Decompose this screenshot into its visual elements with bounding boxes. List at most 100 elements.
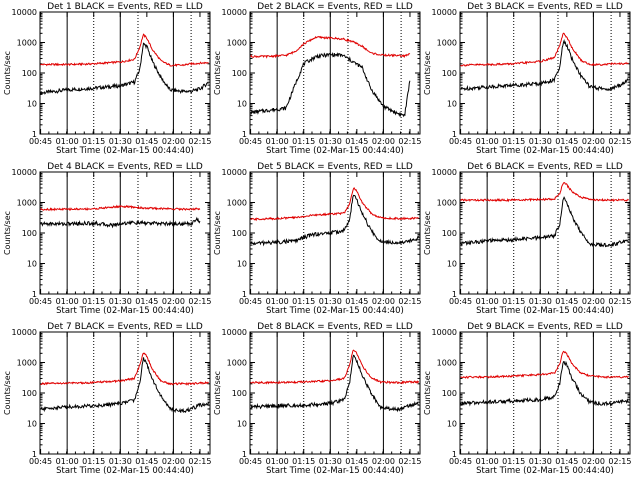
y-axis-label: Counts/sec xyxy=(213,51,222,95)
y-tick-label: 10000 xyxy=(432,8,457,17)
x-tick-label: 01:45 xyxy=(345,457,368,466)
lld-series-line xyxy=(250,186,419,222)
x-tick-label: 01:00 xyxy=(266,297,289,306)
x-tick-label: 02:00 xyxy=(372,137,395,146)
y-tick-label: 10 xyxy=(237,420,247,429)
x-tick-label: 01:00 xyxy=(266,137,289,146)
y-tick-label: 1000 xyxy=(227,199,247,208)
x-tick-label: 02:15 xyxy=(398,137,421,146)
x-tick-label: 01:00 xyxy=(476,297,499,306)
x-axis-label: Start Time (02-Mar-15 00:44:40) xyxy=(476,306,614,316)
y-tick-label: 10 xyxy=(27,420,37,429)
x-tick-label: 01:45 xyxy=(135,457,158,466)
y-tick-label: 1 xyxy=(32,130,37,139)
y-tick-label: 1 xyxy=(452,450,457,459)
y-tick-label: 10 xyxy=(27,100,37,109)
y-tick-label: 1 xyxy=(242,450,247,459)
events-series-line xyxy=(40,216,201,229)
y-tick-label: 1000 xyxy=(17,199,37,208)
x-tick-label: 01:00 xyxy=(56,137,79,146)
y-tick-label: 1000 xyxy=(227,39,247,48)
x-axis-label: Start Time (02-Mar-15 00:44:40) xyxy=(266,466,404,476)
lld-series-line xyxy=(250,349,420,385)
events-series-line xyxy=(460,360,629,407)
y-tick-label: 1 xyxy=(452,130,457,139)
lld-series-line xyxy=(40,33,209,68)
y-tick-label: 1000 xyxy=(17,359,37,368)
y-axis-label: Counts/sec xyxy=(423,211,432,255)
x-tick-label: 01:30 xyxy=(109,137,132,146)
events-series-line xyxy=(250,51,411,118)
x-tick-label: 01:00 xyxy=(476,457,499,466)
events-series-line xyxy=(460,38,629,92)
x-tick-label: 02:00 xyxy=(372,297,395,306)
x-tick-label: 01:00 xyxy=(476,137,499,146)
y-axis-label: Counts/sec xyxy=(3,51,12,95)
y-tick-label: 1000 xyxy=(437,359,457,368)
x-tick-label: 00:45 xyxy=(239,457,262,466)
x-tick-label: 01:45 xyxy=(555,137,578,146)
y-tick-label: 10 xyxy=(447,420,457,429)
x-axis-label: Start Time (02-Mar-15 00:44:40) xyxy=(56,306,194,316)
y-tick-label: 10 xyxy=(237,260,247,269)
chart-title: Det 4 BLACK = Events, RED = LLD xyxy=(47,162,203,172)
x-tick-label: 01:30 xyxy=(529,137,552,146)
chart-title: Det 5 BLACK = Events, RED = LLD xyxy=(257,162,413,172)
chart-panel-7: Det 7 BLACK = Events, RED = LLD 1 10 100 100… xyxy=(3,322,211,476)
x-tick-label: 01:45 xyxy=(135,137,158,146)
y-tick-label: 10000 xyxy=(432,328,457,337)
x-tick-label: 01:30 xyxy=(529,297,552,306)
chart-title: Det 7 BLACK = Events, RED = LLD xyxy=(47,322,203,332)
x-tick-label: 01:15 xyxy=(82,297,105,306)
x-tick-label: 02:00 xyxy=(372,457,395,466)
events-series-line xyxy=(460,196,630,248)
x-tick-label: 00:45 xyxy=(29,457,52,466)
chart-panel-5: Det 5 BLACK = Events, RED = LLD 1 10 100 100… xyxy=(213,162,421,316)
y-axis-label: Counts/sec xyxy=(423,51,432,95)
chart-panel-8: Det 8 BLACK = Events, RED = LLD 1 10 100 100… xyxy=(213,322,421,476)
chart-title: Det 8 BLACK = Events, RED = LLD xyxy=(257,322,413,332)
lld-series-line xyxy=(460,350,629,379)
x-tick-label: 02:15 xyxy=(608,297,631,306)
y-tick-label: 100 xyxy=(232,389,247,398)
x-tick-label: 00:45 xyxy=(449,297,472,306)
x-tick-label: 01:15 xyxy=(292,297,315,306)
x-tick-label: 02:15 xyxy=(398,297,421,306)
x-tick-label: 01:15 xyxy=(502,137,525,146)
y-axis-label: Counts/sec xyxy=(213,211,222,255)
y-tick-label: 10000 xyxy=(432,168,457,177)
x-tick-label: 01:45 xyxy=(555,297,578,306)
x-tick-label: 01:00 xyxy=(56,457,79,466)
x-tick-label: 01:15 xyxy=(82,137,105,146)
y-axis-label: Counts/sec xyxy=(423,371,432,415)
chart-title: Det 2 BLACK = Events, RED = LLD xyxy=(257,2,413,12)
x-tick-label: 02:15 xyxy=(188,137,211,146)
y-tick-label: 10000 xyxy=(12,328,37,337)
y-tick-label: 1000 xyxy=(437,39,457,48)
x-tick-label: 01:30 xyxy=(319,457,342,466)
x-tick-label: 02:00 xyxy=(162,137,185,146)
y-tick-label: 100 xyxy=(442,389,457,398)
x-tick-label: 01:30 xyxy=(109,457,132,466)
chart-title: Det 3 BLACK = Events, RED = LLD xyxy=(467,2,623,12)
events-series-line xyxy=(40,357,210,414)
x-axis-label: Start Time (02-Mar-15 00:44:40) xyxy=(476,466,614,476)
y-tick-label: 100 xyxy=(442,229,457,238)
x-tick-label: 01:15 xyxy=(502,457,525,466)
y-tick-label: 1000 xyxy=(17,39,37,48)
x-tick-label: 00:45 xyxy=(239,297,262,306)
x-axis-label: Start Time (02-Mar-15 00:44:40) xyxy=(266,306,404,316)
x-tick-label: 02:15 xyxy=(188,297,211,306)
x-axis-label: Start Time (02-Mar-15 00:44:40) xyxy=(476,146,614,156)
x-tick-label: 01:15 xyxy=(292,137,315,146)
y-tick-label: 10 xyxy=(447,260,457,269)
x-tick-label: 02:15 xyxy=(398,457,421,466)
x-tick-label: 01:30 xyxy=(109,297,132,306)
y-tick-label: 10000 xyxy=(12,168,37,177)
x-tick-label: 02:00 xyxy=(582,297,605,306)
y-tick-label: 1 xyxy=(32,290,37,299)
x-axis-label: Start Time (02-Mar-15 00:44:40) xyxy=(266,146,404,156)
y-tick-label: 10 xyxy=(27,260,37,269)
lld-series-line xyxy=(460,32,629,67)
